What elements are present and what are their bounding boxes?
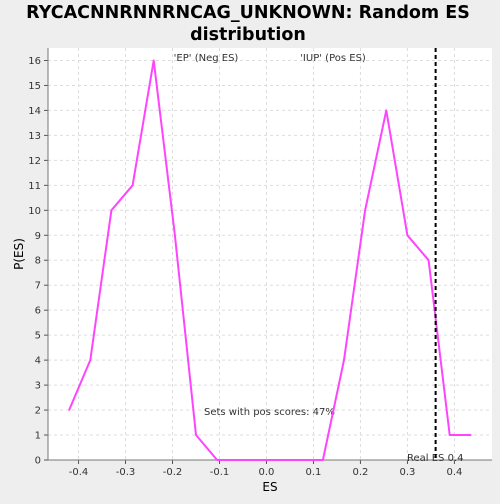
y-tick-label: 5: [35, 331, 41, 342]
y-tick-label: 4: [35, 356, 41, 367]
y-tick-label: 8: [35, 256, 41, 267]
data-point: [195, 434, 197, 436]
x-tick-label: 0.3: [399, 467, 415, 478]
x-tick-label: -0.4: [69, 467, 89, 478]
y-tick-label: 16: [28, 56, 41, 67]
data-point: [89, 359, 92, 361]
y-tick-label: 7: [35, 281, 41, 292]
y-tick-label: 15: [28, 81, 41, 92]
data-point: [152, 59, 155, 62]
chart-title-line-1: RYCACNNRNNRNCAG_UNKNOWN: Random ES: [26, 3, 470, 23]
iup-label: 'IUP' (Pos ES): [300, 53, 366, 64]
tick-labels: -0.4 -0.3 -0.2 -0.1 0.0 0.1 0.2 0.3 0.4012345678…: [28, 56, 462, 478]
x-axis-label: ES: [262, 480, 277, 494]
plot-area: [48, 48, 492, 460]
data-point: [470, 434, 472, 436]
data-point: [427, 259, 430, 262]
data-point: [258, 459, 261, 461]
data-point: [279, 459, 282, 461]
x-tick-label: -0.1: [210, 467, 230, 478]
y-tick-label: 14: [28, 106, 41, 117]
data-point: [68, 409, 70, 411]
y-tick-label: 0: [35, 456, 41, 467]
series-line: [68, 59, 471, 461]
x-tick-label: 0.0: [259, 467, 275, 478]
y-tick-label: 10: [28, 206, 41, 217]
data-point: [174, 234, 176, 237]
y-tick-label: 2: [35, 406, 41, 417]
y-tick-label: 11: [28, 181, 41, 192]
y-tick-label: 13: [28, 131, 41, 142]
series-layer: [68, 59, 472, 461]
y-tick-label: 9: [35, 231, 41, 242]
x-tick-label: 0.1: [306, 467, 322, 478]
chart-title-line-2: distribution: [190, 25, 306, 45]
data-point: [300, 459, 303, 461]
x-tick-label: 0.4: [446, 467, 462, 478]
x-tick-label: -0.2: [163, 467, 183, 478]
y-tick-label: 1: [35, 431, 41, 442]
grid-lines: [48, 48, 492, 461]
data-point: [343, 359, 345, 361]
y-tick-label: 12: [28, 156, 41, 167]
data-point: [322, 459, 324, 461]
pos-scores-note: Sets with pos scores: 47%: [204, 407, 335, 418]
data-point: [385, 109, 388, 112]
x-tick-label: 0.2: [352, 467, 368, 478]
y-tick-label: 6: [35, 306, 41, 317]
data-point: [406, 234, 409, 237]
y-axis-label: P(ES): [12, 238, 26, 270]
y-tick-label: 3: [35, 381, 41, 392]
data-point: [364, 209, 366, 212]
real-es-label: Real ES 0.4: [407, 453, 463, 464]
x-tick-label: -0.3: [116, 467, 136, 478]
data-point: [216, 459, 218, 461]
data-point: [110, 209, 113, 212]
data-point: [237, 459, 240, 461]
data-point: [448, 434, 451, 436]
data-point: [131, 184, 134, 187]
ep-label: 'EP' (Neg ES): [174, 53, 239, 64]
